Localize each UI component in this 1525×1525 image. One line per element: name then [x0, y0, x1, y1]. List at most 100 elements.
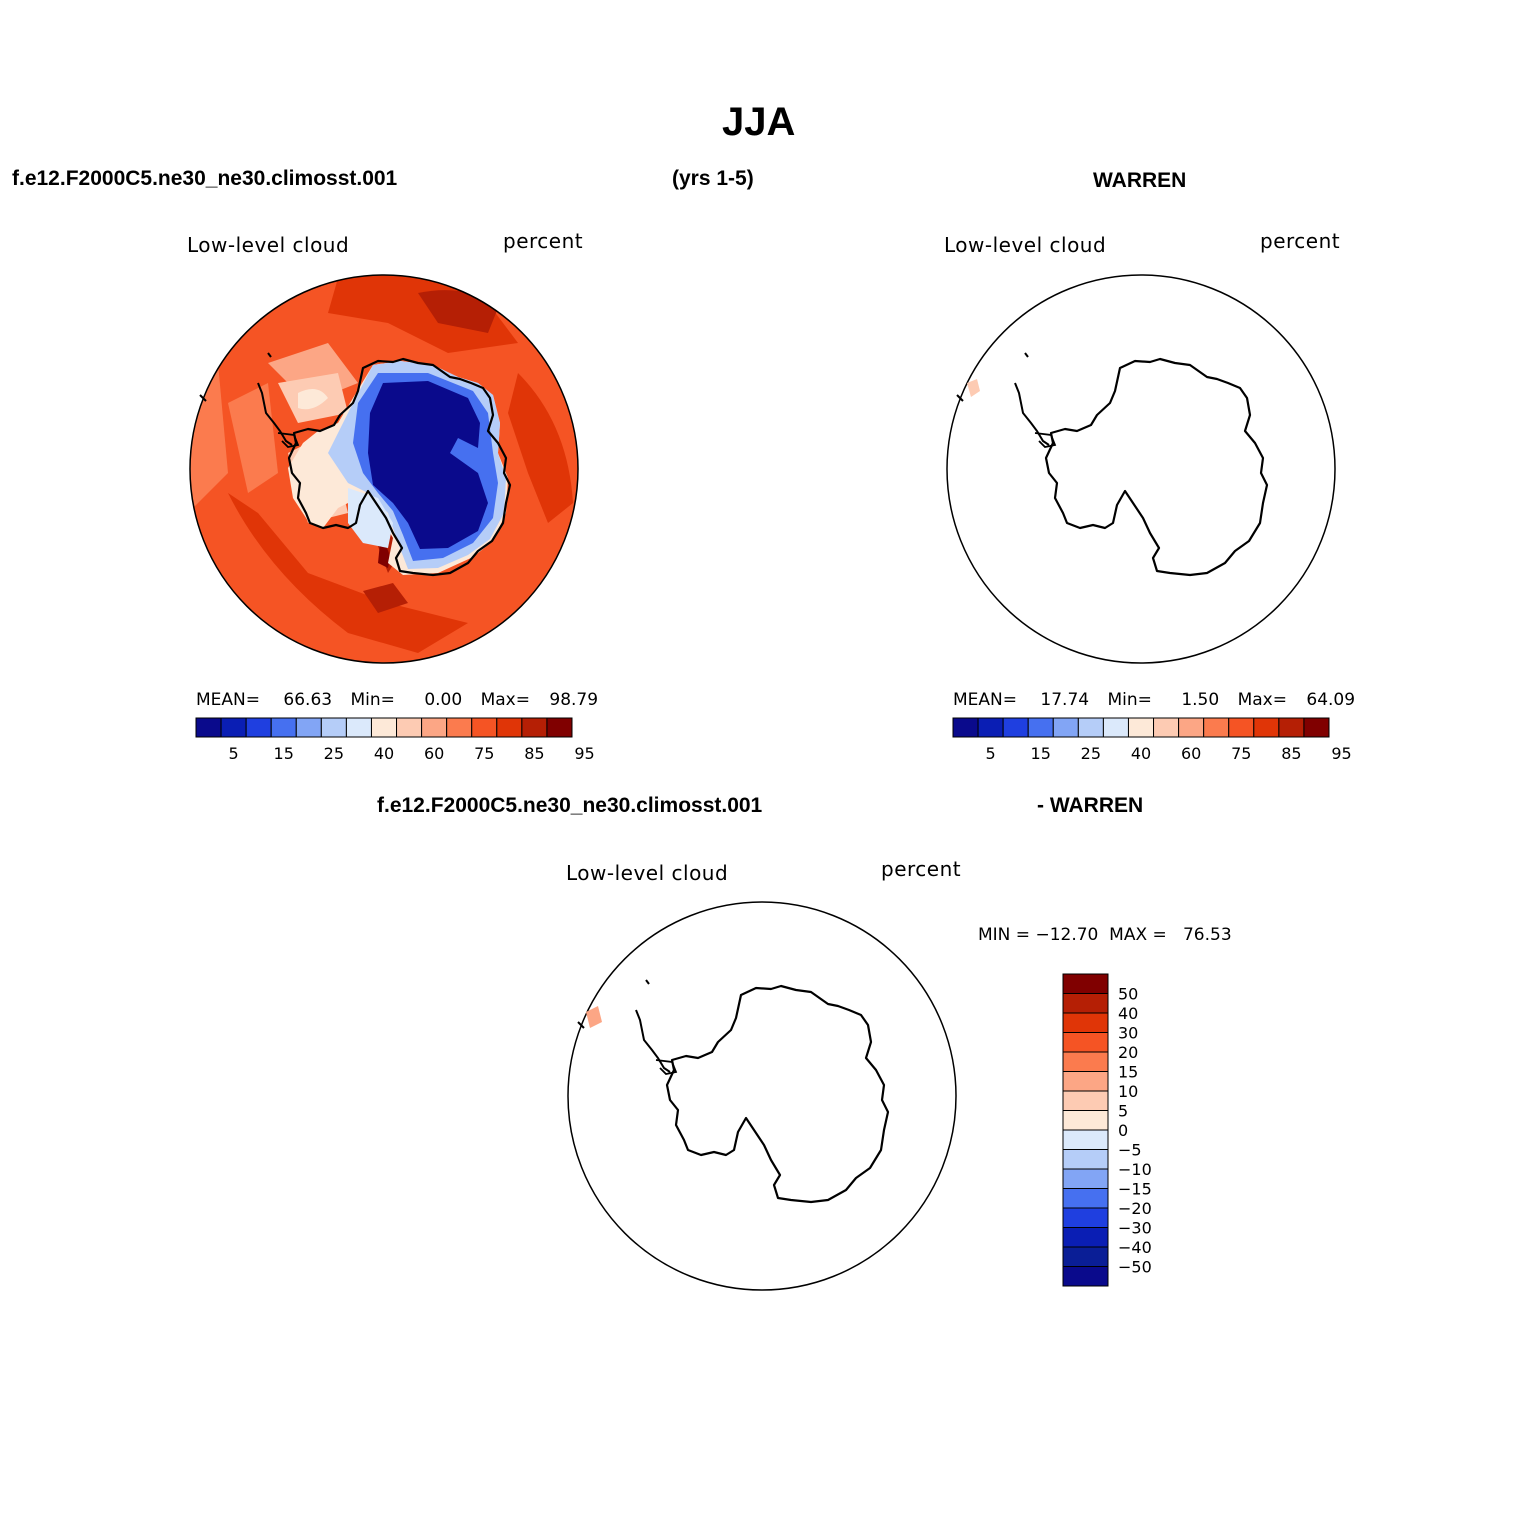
model-min-value: 0.00 — [424, 690, 463, 710]
figure-title: JJA — [722, 100, 796, 144]
obs-colorbar-box — [1102, 717, 1129, 738]
obs-mean-value: 17.74 — [1040, 690, 1090, 710]
model-colorbar-box — [421, 717, 448, 738]
model-colorbar-tick: 25 — [324, 744, 344, 763]
model-colorbar-tick: 40 — [374, 744, 394, 763]
diff-colorbar-tick: 40 — [1118, 1004, 1138, 1023]
model-mean-value: 66.63 — [283, 690, 333, 710]
obs-colorbar-box — [1127, 717, 1155, 738]
obs-colorbar-tick: 25 — [1081, 744, 1101, 763]
model-colorbar-box — [320, 717, 347, 738]
diff-colorbar-box — [1062, 1227, 1109, 1248]
diff-colorbar-box — [1062, 993, 1109, 1014]
obs-colorbar-box — [952, 717, 979, 738]
model-colorbar-box — [396, 717, 423, 738]
model-colorbar-box — [496, 717, 523, 738]
diff-colorbar-tick: −5 — [1118, 1141, 1142, 1160]
obs-colorbar: 5 15 25 40 60 75 85 95 — [952, 717, 1352, 763]
obs-colorbar-box — [1027, 717, 1054, 738]
model-colorbar-box — [295, 717, 322, 738]
model-colorbar-box — [521, 717, 548, 738]
diff-colorbar-box — [1062, 1168, 1109, 1189]
model-colorbar-tick: 60 — [424, 744, 444, 763]
diff-colorbar-tick: 0 — [1118, 1121, 1128, 1140]
diff-colorbar-tick: 10 — [1118, 1082, 1138, 1101]
model-max-label: Max= — [480, 690, 530, 710]
bottom-right-case-name: - WARREN — [1037, 794, 1144, 817]
obs-colorbar-box — [1002, 717, 1029, 738]
top-left-case-name: f.e12.F2000C5.ne30_ne30.climosst.001 — [12, 167, 398, 190]
diff-colorbar-box — [1062, 1188, 1109, 1209]
diff-colorbar-box — [1062, 1149, 1109, 1170]
diff-colorbar-tick: 20 — [1118, 1043, 1138, 1062]
bottom-case-name: f.e12.F2000C5.ne30_ne30.climosst.001 — [377, 794, 763, 817]
diff-colorbar-box — [1062, 1090, 1109, 1111]
diff-colorbar-box — [1062, 1207, 1109, 1228]
diff-colorbar-box — [1062, 1266, 1109, 1287]
model-colorbar: 5 15 25 40 60 75 85 95 — [195, 717, 595, 763]
obs-polar-map — [946, 274, 1336, 664]
obs-colorbar-box — [1228, 717, 1255, 738]
diff-colorbar-box — [1062, 1012, 1109, 1033]
obs-colorbar-box — [1178, 717, 1205, 738]
obs-colorbar-tick: 75 — [1231, 744, 1251, 763]
model-colorbar-box — [546, 717, 573, 738]
diff-colorbar-box — [1062, 1246, 1109, 1267]
obs-stats: MEAN= 17.74 Min= 1.50 Max= 64.09 — [953, 690, 1355, 710]
obs-variable-label: Low-level cloud — [944, 233, 1107, 257]
diff-units-label: percent — [881, 857, 962, 881]
obs-colorbar-box — [977, 717, 1004, 738]
model-colorbar-box — [195, 717, 222, 738]
model-colorbar-box — [245, 717, 272, 738]
model-colorbar-box — [370, 717, 398, 738]
diff-colorbar-box — [1062, 1051, 1109, 1072]
obs-colorbar-tick: 40 — [1131, 744, 1151, 763]
diff-colorbar-box — [1062, 1129, 1109, 1150]
obs-colorbar-box — [1303, 717, 1330, 738]
diff-colorbar-tick: −10 — [1118, 1160, 1152, 1179]
top-right-case-name: WARREN — [1093, 169, 1187, 192]
model-mean-label: MEAN= — [196, 690, 260, 710]
obs-min-value: 1.50 — [1181, 690, 1220, 710]
obs-min-label: Min= — [1107, 690, 1152, 710]
diff-variable-label: Low-level cloud — [566, 861, 729, 885]
top-years-label: (yrs 1-5) — [672, 167, 754, 190]
diff-colorbar-tick: 30 — [1118, 1024, 1138, 1043]
model-colorbar-box — [220, 717, 247, 738]
diff-colorbar-tick: −15 — [1118, 1180, 1152, 1199]
model-polar-map — [189, 274, 579, 664]
diff-colorbar-box — [1062, 1110, 1109, 1131]
model-colorbar-tick: 95 — [574, 744, 594, 763]
model-colorbar-box — [446, 717, 473, 738]
model-colorbar-box — [270, 717, 297, 738]
diff-colorbar-tick: −20 — [1118, 1199, 1152, 1218]
diff-colorbar-tick: 5 — [1118, 1102, 1128, 1121]
diff-colorbar-tick: −30 — [1118, 1219, 1152, 1238]
model-colorbar-tick: 75 — [474, 744, 494, 763]
obs-colorbar-tick: 5 — [986, 744, 996, 763]
obs-colorbar-tick: 60 — [1181, 744, 1201, 763]
model-colorbar-tick: 5 — [229, 744, 239, 763]
obs-colorbar-box — [1153, 717, 1180, 738]
model-colorbar-tick: 85 — [524, 744, 544, 763]
model-units-label: percent — [503, 229, 584, 253]
model-colorbar-box — [471, 717, 498, 738]
obs-colorbar-tick: 15 — [1031, 744, 1051, 763]
obs-colorbar-tick: 85 — [1281, 744, 1301, 763]
diff-minmax: MIN = −12.70 MAX = 76.53 — [978, 925, 1232, 945]
diff-colorbar-box — [1062, 1071, 1109, 1092]
obs-mean-label: MEAN= — [953, 690, 1017, 710]
obs-max-label: Max= — [1237, 690, 1287, 710]
model-stats: MEAN= 66.63 Min= 0.00 Max= 98.79 — [196, 690, 598, 710]
obs-colorbar-tick: 95 — [1331, 744, 1351, 763]
diff-colorbar-box — [1062, 973, 1109, 994]
diff-colorbar-tick: −50 — [1118, 1258, 1152, 1277]
obs-max-value: 64.09 — [1306, 690, 1356, 710]
diff-colorbar-tick: −40 — [1118, 1238, 1152, 1257]
diff-colorbar-tick: 15 — [1118, 1063, 1138, 1082]
obs-colorbar-box — [1203, 717, 1230, 738]
obs-colorbar-box — [1278, 717, 1305, 738]
model-max-value: 98.79 — [549, 690, 599, 710]
model-colorbar-tick: 15 — [274, 744, 294, 763]
